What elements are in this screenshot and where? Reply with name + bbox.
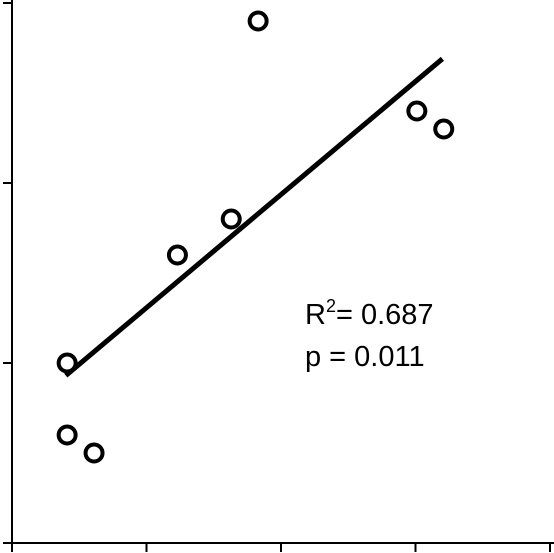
r-squared-value: = 0.687 <box>336 299 434 331</box>
regression-line <box>64 56 445 378</box>
r-squared-label: R <box>305 299 326 331</box>
data-point <box>406 100 428 122</box>
data-point <box>56 352 78 374</box>
data-point <box>166 244 188 266</box>
axes <box>3 0 554 552</box>
r-squared-superscript: 2 <box>326 296 336 316</box>
data-point <box>220 208 242 230</box>
data-point <box>83 442 105 464</box>
data-point <box>56 424 78 446</box>
data-points <box>56 10 455 464</box>
data-point <box>247 10 269 32</box>
p-value-annotation: p = 0.011 <box>305 341 425 373</box>
r-squared-annotation: R2= 0.687 <box>305 296 434 331</box>
data-point <box>433 118 455 140</box>
